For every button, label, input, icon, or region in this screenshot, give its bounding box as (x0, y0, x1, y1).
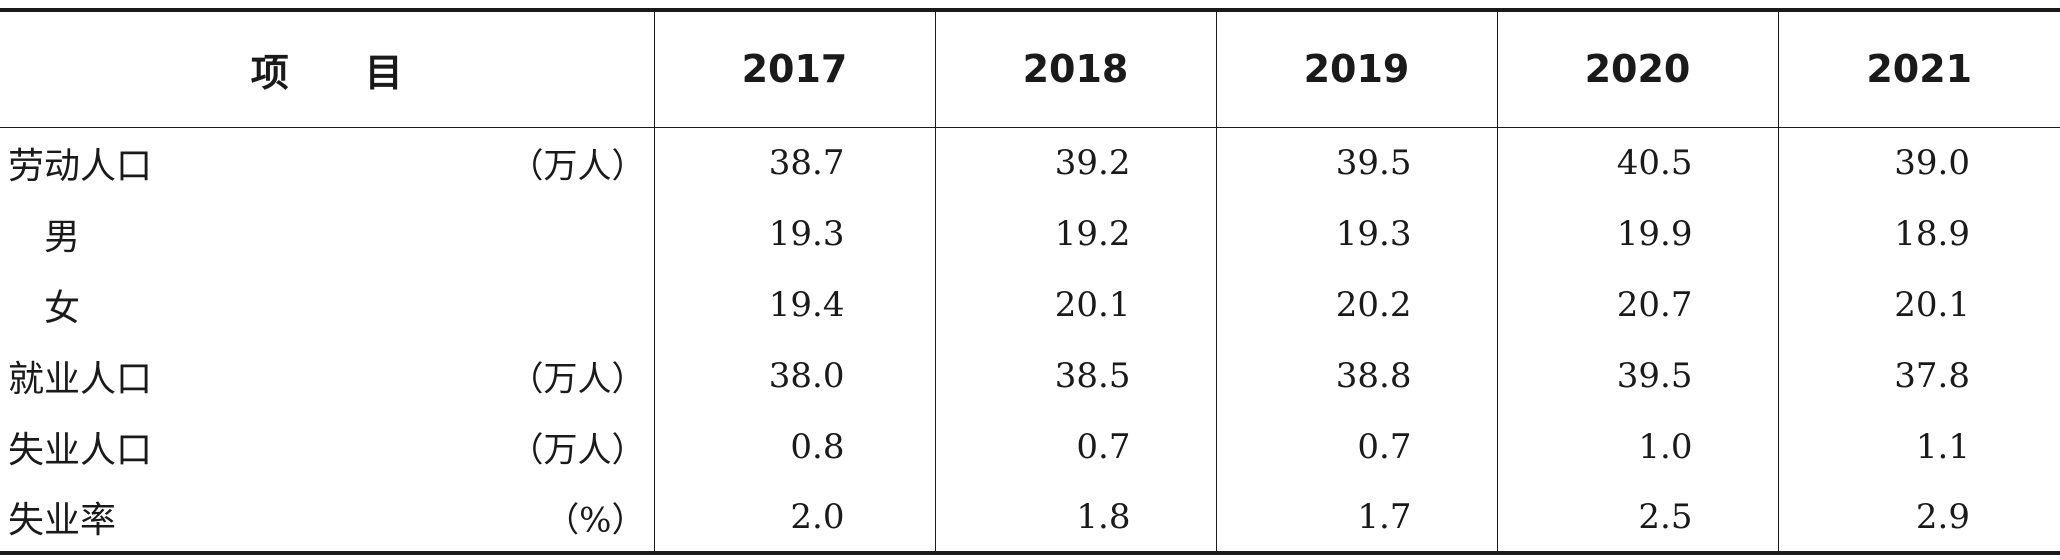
table-cell: 0.7 (934, 411, 1216, 482)
table-cell: 38.8 (1215, 340, 1497, 411)
row-label-cell: 劳动人口 （万人） (0, 127, 654, 198)
row-unit: （万人） (509, 359, 646, 399)
row-label: 劳动人口 (8, 145, 153, 187)
table-cell: 38.0 (653, 340, 935, 411)
table-cell: 2.0 (653, 482, 935, 555)
row-label-cell: 就业人口 （万人） (0, 340, 654, 411)
row-label-cell: 女 (0, 269, 654, 340)
table-cell: 1.1 (1777, 411, 2060, 482)
table-cell: 20.1 (934, 269, 1216, 340)
row-label: 就业人口 (8, 358, 153, 400)
table-row: 男 19.3 19.2 19.3 19.9 18.9 (0, 198, 2060, 269)
row-unit: （%） (545, 500, 646, 540)
table-row: 劳动人口 （万人） 38.7 39.2 39.5 40.5 39.0 (0, 127, 2060, 198)
table-cell: 2.5 (1496, 482, 1778, 555)
row-unit: （万人） (509, 146, 646, 187)
table-cell: 2.9 (1777, 482, 2060, 555)
table-cell: 0.8 (653, 411, 935, 482)
table-row: 就业人口 （万人） 38.0 38.5 38.8 39.5 37.8 (0, 340, 2060, 411)
header-year: 2021 (1777, 8, 2060, 128)
table-cell: 18.9 (1777, 198, 2060, 269)
table-cell: 39.5 (1496, 340, 1778, 411)
header-year: 2019 (1215, 8, 1497, 128)
table-body: 劳动人口 （万人） 38.7 39.2 39.5 40.5 39.0 男 19.… (0, 127, 2060, 555)
table-cell: 20.1 (1777, 269, 2060, 340)
table-cell: 38.5 (934, 340, 1216, 411)
table-cell: 19.3 (1215, 198, 1497, 269)
row-label-cell: 失业率 （%） (0, 482, 654, 555)
table-row: 失业人口 （万人） 0.8 0.7 0.7 1.0 1.1 (0, 411, 2060, 482)
table-cell: 38.7 (653, 127, 935, 198)
table-cell: 20.2 (1215, 269, 1497, 340)
table-cell: 39.0 (1777, 127, 2060, 198)
table-cell: 19.9 (1496, 198, 1778, 269)
table-cell: 39.2 (934, 127, 1216, 198)
table-header: 项 目 2017 2018 2019 2020 2021 (0, 8, 2060, 128)
row-label: 失业率 (8, 499, 117, 541)
table-cell: 0.7 (1215, 411, 1497, 482)
table-cell: 19.4 (653, 269, 935, 340)
table-cell: 19.2 (934, 198, 1216, 269)
table-row: 失业率 （%） 2.0 1.8 1.7 2.5 2.9 (0, 482, 2060, 555)
table-cell: 20.7 (1496, 269, 1778, 340)
table-cell: 1.0 (1496, 411, 1778, 482)
header-year: 2020 (1496, 8, 1778, 128)
row-label: 男 (44, 216, 81, 258)
row-unit: （万人） (509, 430, 646, 470)
row-label: 女 (44, 287, 81, 329)
table-cell: 40.5 (1496, 127, 1778, 198)
header-item: 项 目 (0, 8, 654, 128)
row-label-cell: 男 (0, 198, 654, 269)
table-cell: 1.7 (1215, 482, 1497, 555)
row-label-cell: 失业人口 （万人） (0, 411, 654, 482)
table-cell: 19.3 (653, 198, 935, 269)
table-cell: 39.5 (1215, 127, 1497, 198)
statistics-table: 项 目 2017 2018 2019 2020 2021 劳动人口 （万人） 3… (0, 8, 2060, 555)
table-row: 女 19.4 20.1 20.2 20.7 20.1 (0, 269, 2060, 340)
table-cell: 37.8 (1777, 340, 2060, 411)
header-year: 2017 (653, 8, 935, 128)
row-label: 失业人口 (8, 429, 153, 471)
table-cell: 1.8 (934, 482, 1216, 555)
header-row: 项 目 2017 2018 2019 2020 2021 (0, 8, 2060, 128)
header-year: 2018 (934, 8, 1216, 128)
